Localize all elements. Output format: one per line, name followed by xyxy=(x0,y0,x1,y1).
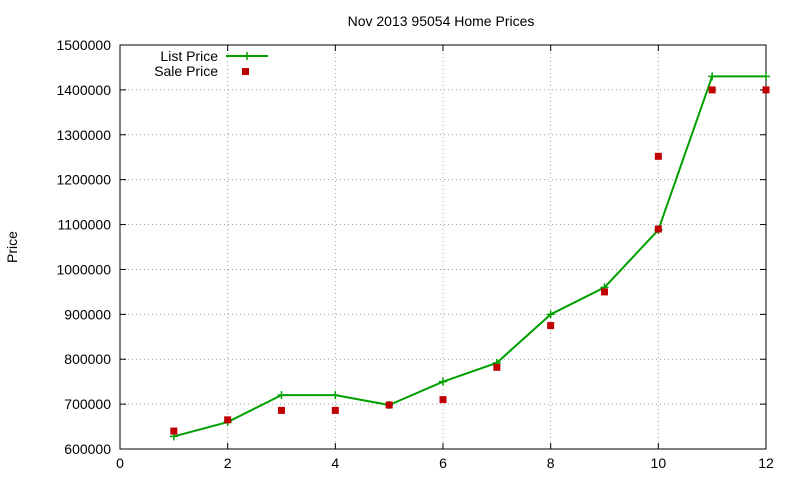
x-tick-label: 6 xyxy=(439,455,447,471)
legend-label-sale-price: Sale Price xyxy=(154,63,218,79)
y-tick-label: 1300000 xyxy=(56,127,111,143)
legend-marker-sale-price xyxy=(242,68,249,75)
x-tick-label: 10 xyxy=(651,455,667,471)
x-tick-label: 12 xyxy=(758,455,774,471)
series xyxy=(169,72,770,441)
y-tick-label: 1500000 xyxy=(56,37,111,53)
list-price-line xyxy=(173,75,766,438)
sale-price-point xyxy=(762,86,770,94)
legend-marker-list-price xyxy=(243,52,251,60)
plot-border xyxy=(119,44,767,450)
y-tick-label: 800000 xyxy=(64,351,111,367)
sale-price-point xyxy=(385,401,393,409)
chart-title: Nov 2013 95054 Home Prices xyxy=(348,13,535,29)
y-tick-label: 900000 xyxy=(64,306,111,322)
sale-price-point xyxy=(654,225,662,233)
y-tick-label: 1100000 xyxy=(58,217,112,233)
x-tick-label: 2 xyxy=(224,455,232,471)
y-axis-label: Price xyxy=(4,231,20,263)
sale-price-point xyxy=(439,396,447,404)
sale-price-point xyxy=(654,152,662,160)
y-tick-label: 600000 xyxy=(64,441,111,457)
x-tick-label: 8 xyxy=(547,455,555,471)
x-tick-label: 4 xyxy=(331,455,339,471)
y-tick-label: 700000 xyxy=(64,396,111,412)
x-tick-label: 0 xyxy=(116,455,124,471)
sale-price-point xyxy=(331,406,339,414)
list-price-point xyxy=(762,72,770,81)
sale-price-point xyxy=(601,288,608,296)
y-tick-labels: 600000 700000 800000 900000 1000000 1100000 12… xyxy=(56,37,111,457)
legend: List Price Sale Price xyxy=(154,48,268,79)
legend-label-list-price: List Price xyxy=(160,48,218,64)
sale-price-point xyxy=(547,322,555,330)
list-price-point xyxy=(546,310,555,319)
list-price-point xyxy=(708,72,717,81)
sale-price-point xyxy=(224,416,232,424)
list-price-point xyxy=(331,391,340,400)
list-price-point xyxy=(439,377,447,386)
y-tick-label: 1000000 xyxy=(56,261,111,277)
sale-price-point xyxy=(278,406,285,414)
y-tick-label: 1200000 xyxy=(56,172,111,188)
grid xyxy=(120,45,766,449)
x-tick-labels: 0 2 4 6 8 10 12 xyxy=(116,455,774,471)
sale-price-point xyxy=(493,363,501,371)
list-price-point xyxy=(277,391,286,400)
y-tick-label: 1400000 xyxy=(56,82,111,98)
sale-price-point xyxy=(708,86,716,94)
sale-price-point xyxy=(170,427,178,435)
